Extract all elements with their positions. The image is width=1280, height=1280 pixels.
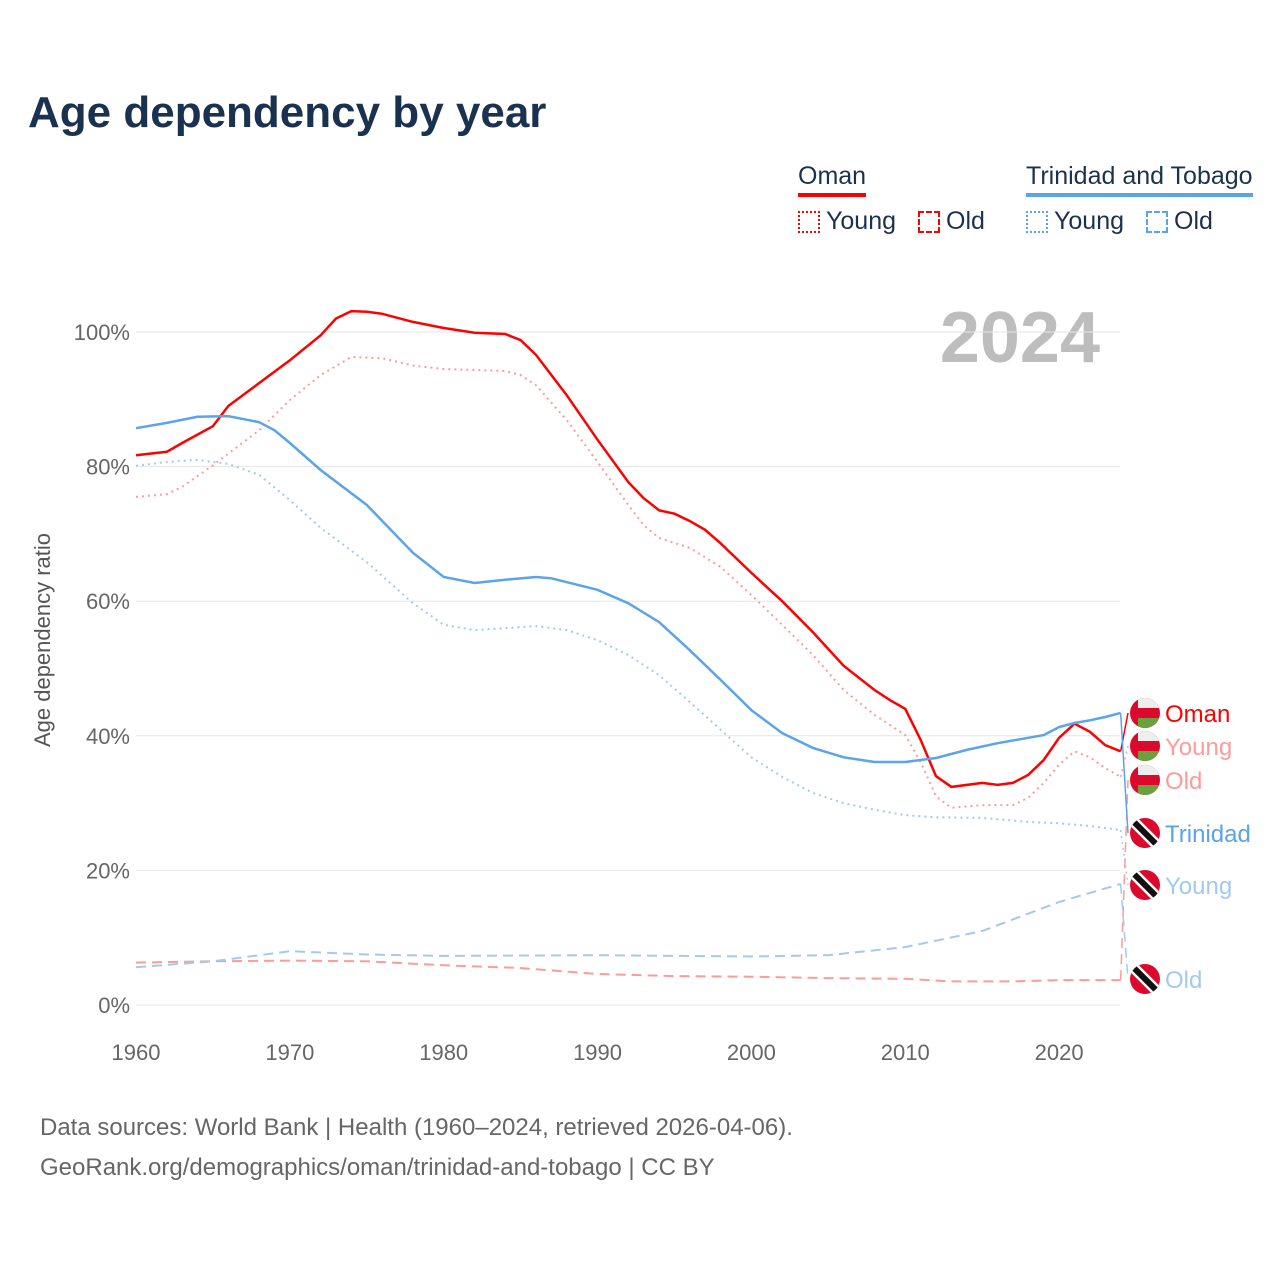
y-axis-label: Age dependency ratio: [30, 533, 55, 747]
dashed-swatch-icon: [1146, 210, 1168, 233]
source-line-2[interactable]: GeoRank.org/demographics/oman/trinidad-a…: [40, 1154, 715, 1181]
oman-flag-icon: [1130, 731, 1160, 761]
x-tick-label: 1990: [573, 1040, 622, 1065]
series-line-trinidad-and-tobago-young[interactable]: [135, 458, 1121, 831]
chart-title: Age dependency by year: [28, 88, 547, 137]
y-tick-label: 40%: [86, 724, 130, 749]
legend-oman-young[interactable]: Young: [826, 207, 896, 235]
dotted-swatch-icon: [1026, 210, 1048, 233]
end-connector: [1119, 712, 1129, 834]
x-tick-label: 1960: [112, 1040, 161, 1065]
series-line-trinidad-and-tobago-old[interactable]: [135, 882, 1121, 969]
x-tick-label: 2020: [1035, 1040, 1084, 1065]
y-tick-label: 100%: [74, 320, 130, 345]
legend-tt[interactable]: Trinidad and Tobago Young Old: [1026, 162, 1253, 236]
oman-flag-icon: [1130, 765, 1160, 795]
end-label: Trinidad: [1165, 821, 1251, 848]
y-tick-label: 20%: [86, 858, 130, 883]
series-line-oman[interactable]: [135, 309, 1122, 789]
source-note: Data sources: World Bank | Health (1960–…: [40, 1108, 793, 1188]
end-label: Old: [1165, 768, 1202, 795]
x-tick-label: 2010: [881, 1040, 930, 1065]
trinidad-flag-icon: [1130, 870, 1160, 900]
legend-oman[interactable]: Oman Young Old: [798, 162, 985, 236]
legend-oman-label[interactable]: Oman: [798, 162, 867, 197]
trinidad-flag-icon: [1130, 818, 1160, 848]
end-label: Old: [1165, 967, 1202, 994]
trinidad-flag-icon: [1130, 964, 1160, 994]
dashed-swatch-icon: [918, 210, 940, 233]
x-tick-label: 1980: [419, 1040, 468, 1065]
legend-oman-old[interactable]: Old: [946, 207, 985, 235]
legend-tt-young[interactable]: Young: [1054, 207, 1124, 235]
y-tick-label: 0%: [98, 993, 130, 1018]
series-line-oman-young[interactable]: [135, 355, 1122, 809]
legend-tt-label[interactable]: Trinidad and Tobago: [1026, 162, 1253, 197]
dotted-swatch-icon: [798, 210, 820, 233]
x-tick-label: 1970: [265, 1040, 314, 1065]
x-tick-label: 2000: [727, 1040, 776, 1065]
end-label: Young: [1165, 873, 1232, 900]
y-tick-label: 60%: [86, 589, 130, 614]
source-line-1: Data sources: World Bank | Health (1960–…: [40, 1114, 793, 1141]
y-tick-label: 80%: [86, 455, 130, 480]
legend-tt-old[interactable]: Old: [1174, 207, 1213, 235]
oman-flag-icon: [1130, 698, 1160, 728]
end-label: Young: [1165, 734, 1232, 761]
series-line-trinidad-and-tobago[interactable]: [135, 414, 1121, 764]
series-line-oman-old[interactable]: [135, 959, 1121, 983]
year-watermark: 2024: [940, 298, 1100, 378]
end-label: Oman: [1165, 701, 1230, 728]
